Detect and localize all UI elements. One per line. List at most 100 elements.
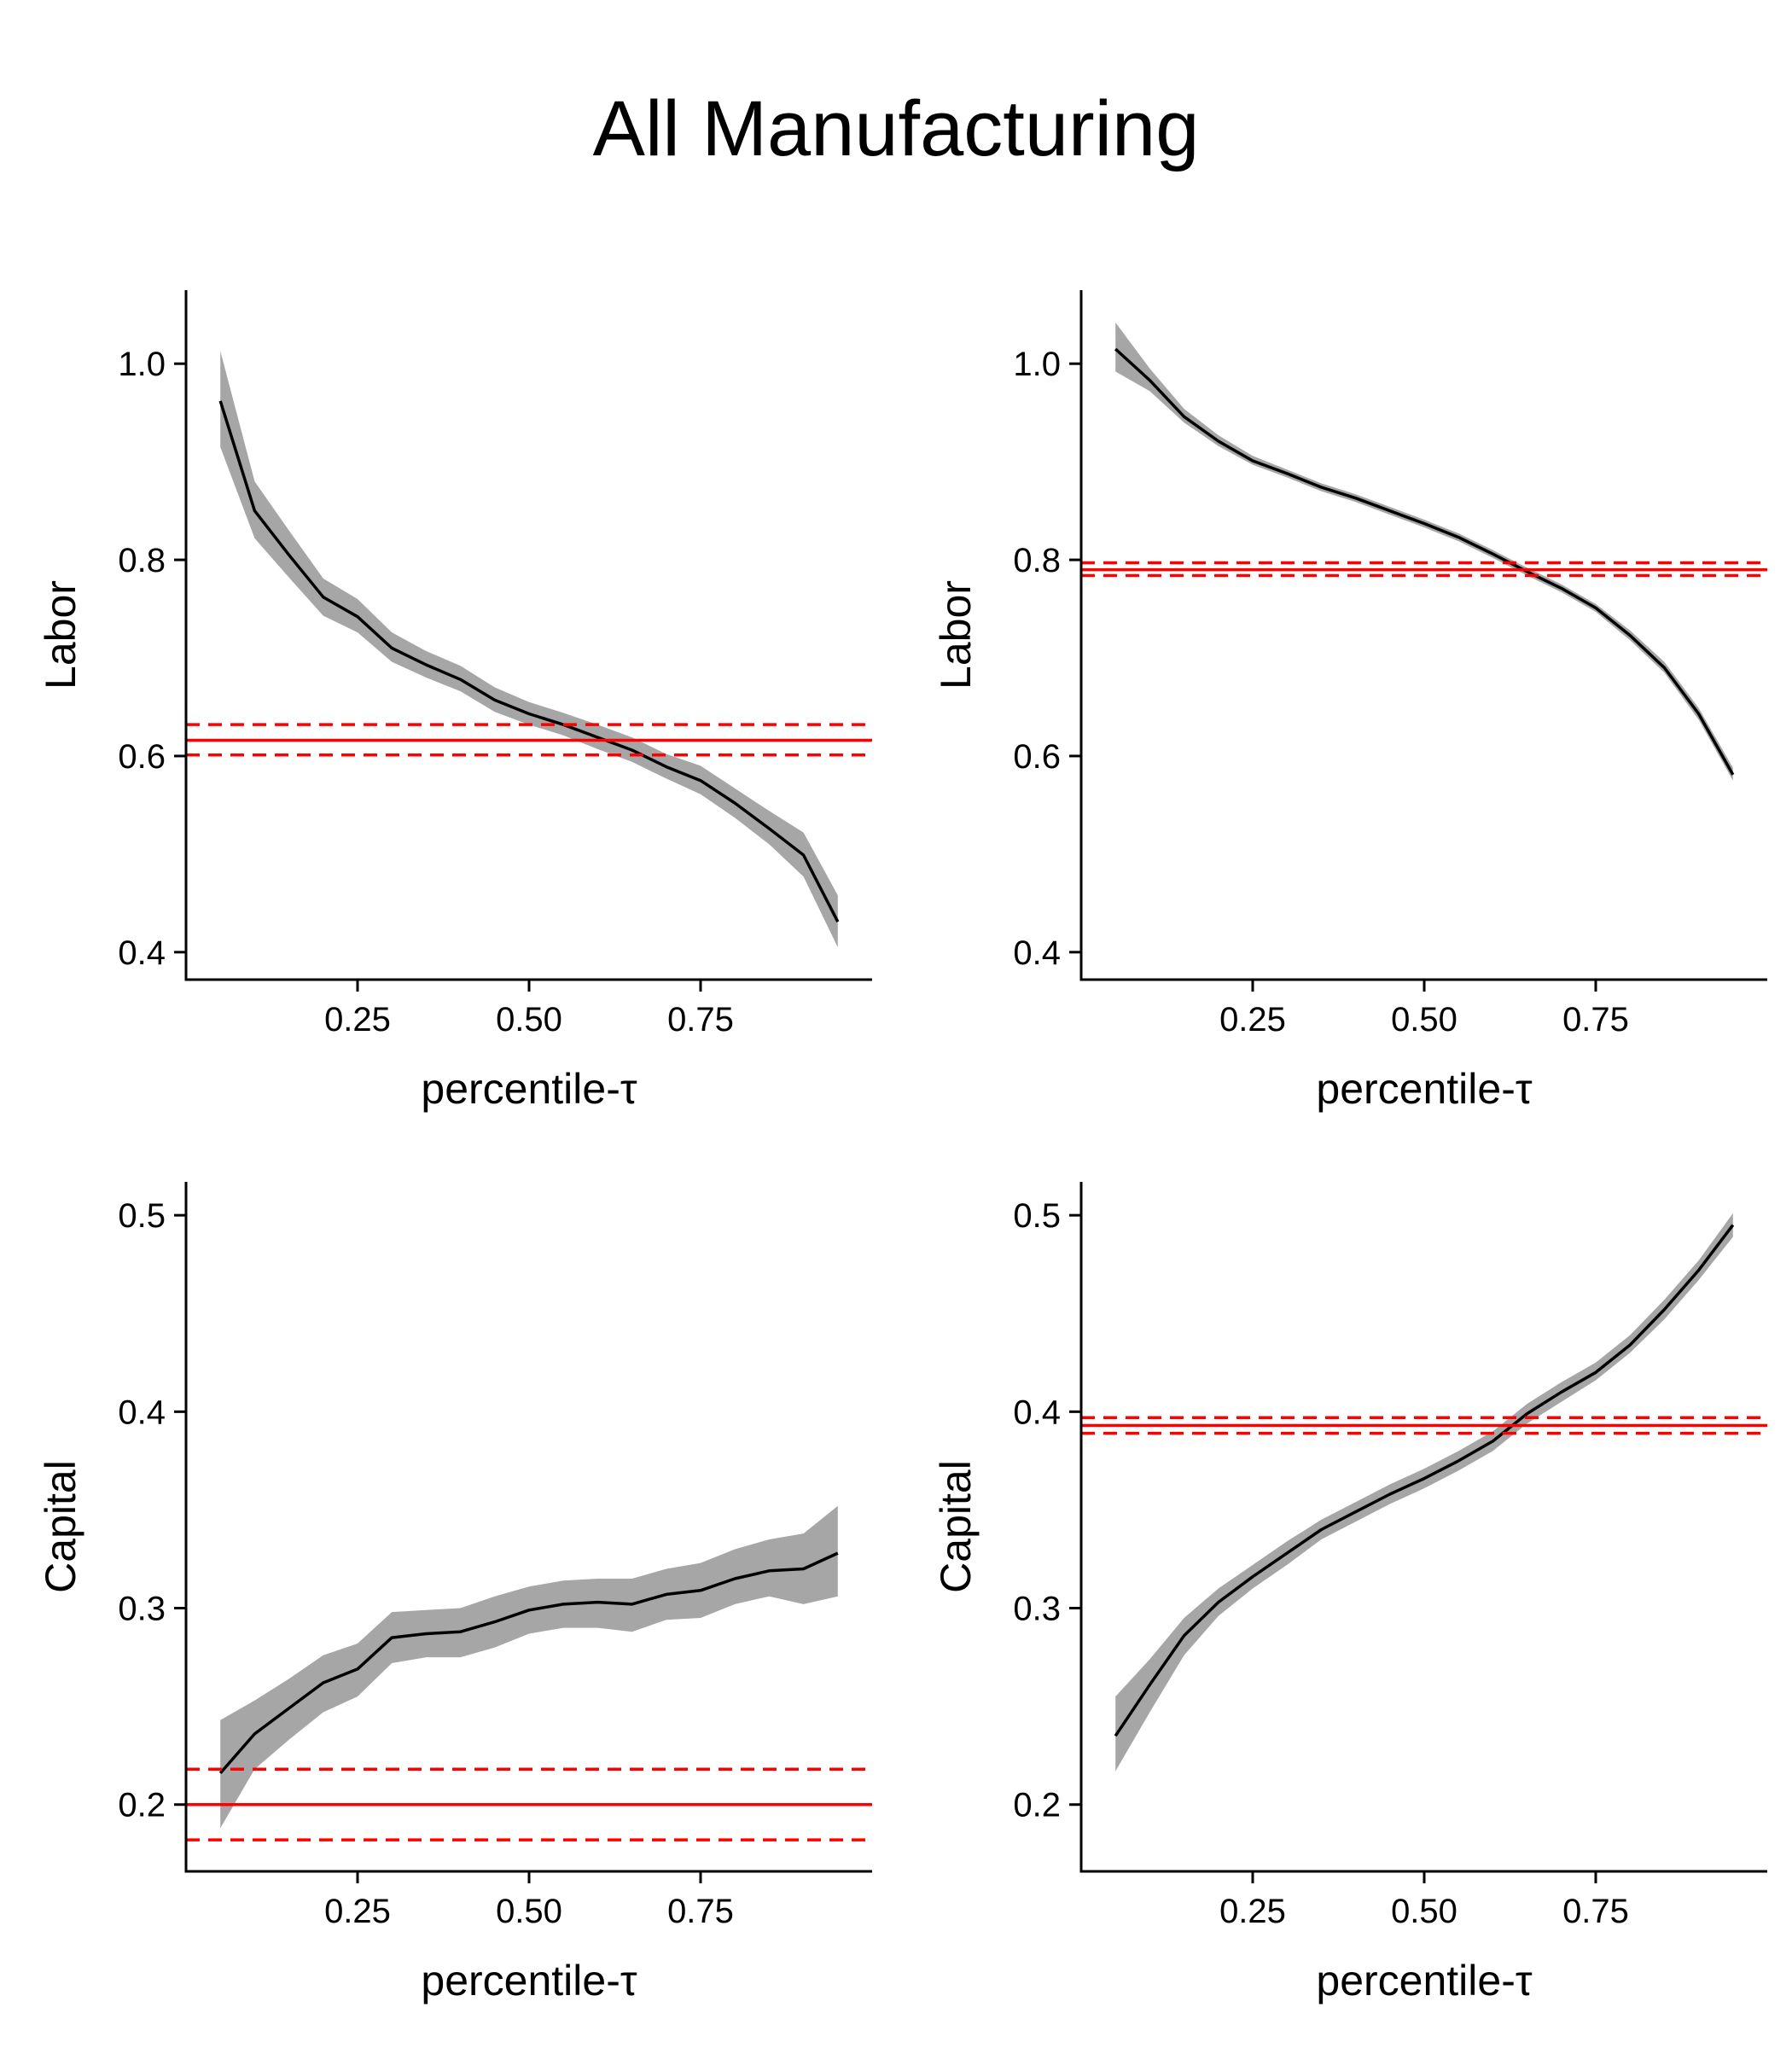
- data-point: [630, 748, 635, 753]
- y-tick-label: 0.4: [118, 1393, 166, 1431]
- data-point: [252, 509, 257, 514]
- data-point: [1147, 1682, 1152, 1687]
- series-line: [1114, 347, 1735, 776]
- data-point: [1422, 1476, 1427, 1481]
- y-tick-label: 0.8: [118, 542, 166, 579]
- y-tick-label: 0.6: [118, 738, 166, 776]
- data-point: [218, 399, 223, 404]
- data-point: [1388, 509, 1393, 514]
- data-point: [1490, 551, 1495, 556]
- series-line: [1114, 1224, 1735, 1737]
- data-point: [1113, 346, 1118, 352]
- y-tick-label: 0.4: [1013, 934, 1061, 972]
- page-title: All Manufacturing: [592, 85, 1200, 172]
- data-point: [423, 1632, 428, 1637]
- data-point: [1216, 439, 1221, 444]
- y-tick-label: 0.8: [1013, 542, 1061, 579]
- y-tick-label: 0.3: [118, 1591, 166, 1628]
- confidence-band: [1115, 322, 1733, 781]
- y-tick-label: 1.0: [118, 346, 166, 383]
- x-axis-label: percentile-τ: [1316, 1957, 1532, 2004]
- x-tick-label: 0.50: [1391, 1893, 1457, 1930]
- data-point: [287, 552, 292, 557]
- data-point: [1216, 1600, 1221, 1605]
- x-axis-label: percentile-τ: [421, 1065, 637, 1113]
- data-point: [389, 1635, 394, 1640]
- data-point: [1661, 1307, 1667, 1312]
- data-point: [766, 826, 771, 831]
- data-point: [561, 1602, 566, 1607]
- data-point: [321, 1680, 326, 1685]
- data-point: [492, 697, 497, 702]
- data-point: [1559, 585, 1564, 591]
- y-axis-label: Capital: [932, 1460, 980, 1593]
- data-point: [1696, 712, 1702, 717]
- data-point: [355, 614, 360, 620]
- data-point: [321, 595, 326, 600]
- data-point: [1388, 1492, 1393, 1497]
- y-axis-label: Labor: [37, 580, 84, 689]
- data-point: [1456, 535, 1461, 540]
- data-point: [287, 1706, 292, 1711]
- confidence-band: [1115, 1213, 1733, 1772]
- data-point: [1113, 1733, 1118, 1738]
- x-tick-label: 0.25: [324, 1893, 391, 1930]
- data-point: [1318, 485, 1324, 490]
- y-tick-label: 0.2: [1013, 1787, 1061, 1824]
- data-point: [1593, 1370, 1598, 1375]
- x-tick-label: 0.75: [667, 1001, 734, 1039]
- data-point: [1593, 605, 1598, 610]
- data-point: [492, 1620, 497, 1625]
- data-point: [1353, 496, 1359, 501]
- x-axis-label: percentile-τ: [1316, 1065, 1532, 1113]
- panel-capital-right: 0.2 0.3 0.4 0.5 0.25 0.50 0.75 percentile-τ Capi…: [932, 1182, 1767, 2004]
- x-tick-label: 0.50: [496, 1893, 562, 1930]
- data-point: [630, 1602, 635, 1607]
- data-point: [1696, 1268, 1702, 1273]
- data-point: [1182, 1633, 1187, 1638]
- data-point: [458, 1629, 463, 1634]
- data-point: [527, 712, 532, 717]
- x-tick-label: 0.75: [1562, 1001, 1629, 1039]
- data-point: [1284, 471, 1289, 476]
- data-point: [1422, 521, 1427, 527]
- data-point: [835, 919, 841, 924]
- x-tick-label: 0.50: [496, 1001, 562, 1039]
- y-tick-label: 0.2: [118, 1787, 166, 1824]
- data-point: [1147, 378, 1152, 383]
- data-point: [1318, 1527, 1324, 1533]
- data-point: [1250, 1574, 1255, 1580]
- data-point: [1353, 1510, 1359, 1515]
- data-point: [1284, 1551, 1289, 1556]
- x-tick-label: 0.25: [324, 1001, 391, 1039]
- data-point: [664, 765, 669, 770]
- data-point: [1490, 1439, 1495, 1444]
- data-point: [458, 677, 463, 682]
- y-tick-label: 0.3: [1013, 1591, 1061, 1628]
- x-axis-label: percentile-τ: [421, 1957, 637, 2004]
- data-point: [1559, 1389, 1564, 1394]
- confidence-band: [220, 351, 838, 948]
- data-point: [801, 1567, 806, 1572]
- y-tick-label: 0.4: [118, 934, 166, 972]
- data-point: [664, 1591, 669, 1597]
- data-point: [423, 662, 428, 667]
- data-point: [218, 1771, 223, 1776]
- data-point: [1525, 1411, 1530, 1417]
- data-point: [527, 1608, 532, 1613]
- x-tick-label: 0.75: [667, 1893, 734, 1930]
- y-tick-label: 0.4: [1013, 1393, 1061, 1431]
- x-tick-label: 0.75: [1562, 1893, 1629, 1930]
- data-point: [698, 1588, 703, 1593]
- data-point: [732, 1576, 737, 1581]
- data-point: [835, 1551, 841, 1556]
- data-point: [1731, 1223, 1736, 1228]
- data-point: [355, 1667, 360, 1672]
- series-line: [218, 400, 840, 923]
- data-point: [252, 1731, 257, 1737]
- series-line: [218, 1551, 839, 1775]
- panel-labor-left: 0.4 0.6 0.8 1.0 0.25 0.50 0.75 percentile-τ Labo…: [37, 290, 872, 1113]
- data-point: [732, 800, 737, 806]
- y-tick-label: 0.6: [1013, 738, 1061, 776]
- x-tick-label: 0.25: [1219, 1893, 1286, 1930]
